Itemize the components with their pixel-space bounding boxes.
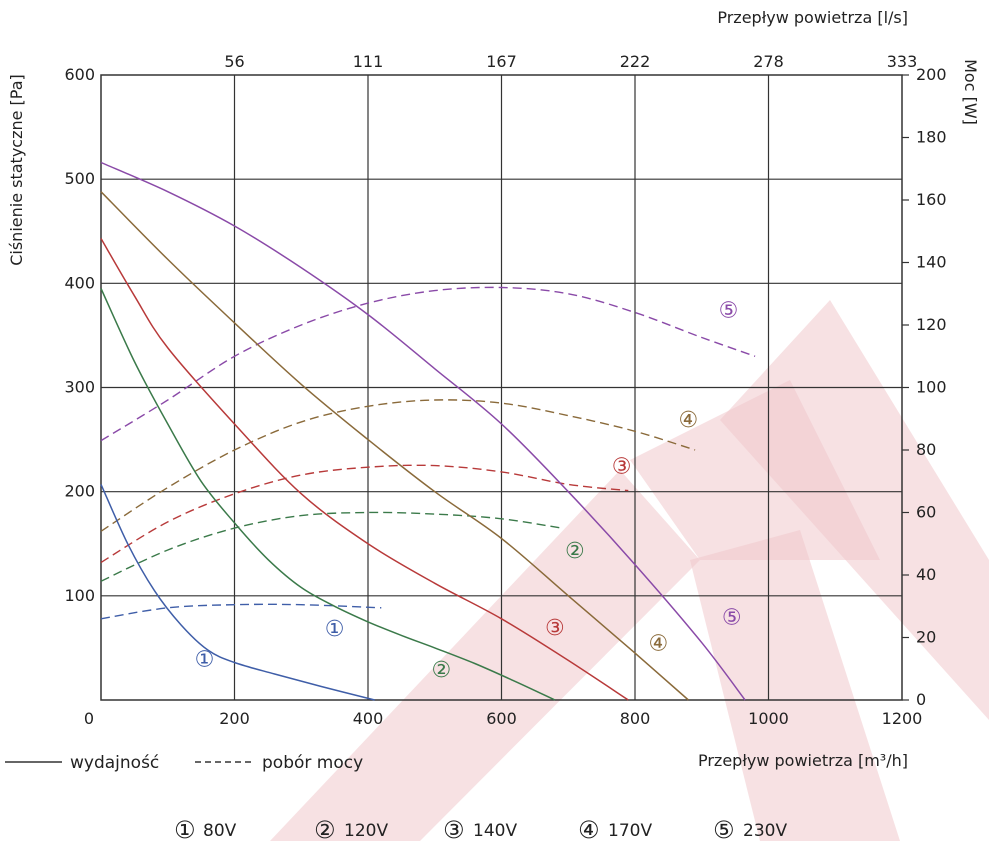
power-curve-1 bbox=[100, 603, 382, 620]
pressure-curve-1 bbox=[100, 484, 375, 701]
y2-tick-label-9: 180 bbox=[916, 128, 947, 147]
voltage-legend-symbol-5: ⑤ bbox=[713, 816, 735, 841]
y-tick-label-2: 300 bbox=[64, 378, 95, 397]
y2-tick-label-1: 20 bbox=[916, 628, 936, 647]
x2-tick-label-4: 278 bbox=[753, 52, 784, 71]
x2-tick-label-5: 333 bbox=[887, 52, 918, 71]
curve-labels: ① ② ③ ④ ⑤ ② ③ ④ ⑤ ① bbox=[195, 298, 742, 682]
grid-lines bbox=[100, 74, 903, 701]
x2-tick-label-2: 167 bbox=[486, 52, 517, 71]
voltage-legend-symbol-3: ③ bbox=[443, 816, 465, 841]
y2-tick-label-5: 100 bbox=[916, 378, 947, 397]
x-tick-label-2: 400 bbox=[353, 709, 384, 728]
pressure-curves bbox=[100, 161, 746, 701]
voltage-legend: ① 80V ② 120V ③ 140V ④ 170V ⑤ 230V bbox=[174, 816, 787, 844]
y2-tick-label-0: 0 bbox=[916, 690, 926, 709]
y2-tick-label-2: 40 bbox=[916, 565, 936, 584]
y2-axis-title: Moc [W] bbox=[961, 59, 980, 125]
voltage-legend-symbol-2: ② bbox=[314, 816, 336, 841]
y2-tick-label-10: 200 bbox=[916, 65, 947, 84]
x-tick-label-4: 800 bbox=[620, 709, 651, 728]
voltage-legend-text-2: 120V bbox=[344, 821, 388, 841]
x-tick-label-5: 1000 bbox=[748, 709, 789, 728]
voltage-legend-text-5: 230V bbox=[743, 821, 787, 841]
y2-tick-label-3: 60 bbox=[916, 503, 936, 522]
pressure-curve-label-1: ① bbox=[195, 647, 215, 672]
y-tick-label-4: 500 bbox=[64, 169, 95, 188]
voltage-legend-text-1: 80V bbox=[203, 821, 237, 841]
pressure-curve-2 bbox=[100, 288, 556, 701]
legend-dashed-text: pobór mocy bbox=[262, 753, 363, 773]
y2-tick-label-6: 120 bbox=[916, 315, 947, 334]
x2-tick-label-0: 56 bbox=[224, 52, 244, 71]
x-tick-label-6: 1200 bbox=[882, 709, 923, 728]
legend-solid-text: wydajność bbox=[70, 753, 159, 773]
pressure-curve-3 bbox=[100, 238, 629, 701]
power-curve-2 bbox=[100, 511, 562, 582]
pressure-curve-label-3: ③ bbox=[545, 616, 565, 641]
x2-tick-label-1: 111 bbox=[353, 52, 384, 71]
pressure-curve-5 bbox=[100, 161, 746, 701]
x-tick-label-0: 0 bbox=[84, 709, 94, 728]
power-curve-label-1: ① bbox=[325, 617, 345, 642]
x2-tick-label-3: 222 bbox=[620, 52, 651, 71]
y-tick-label-1: 200 bbox=[64, 482, 95, 501]
voltage-legend-symbol-4: ④ bbox=[578, 816, 600, 841]
x-axis-title: Przepływ powietrza [m³/h] bbox=[698, 751, 908, 770]
voltage-legend-symbol-1: ① bbox=[174, 816, 196, 841]
x-tick-label-3: 600 bbox=[486, 709, 517, 728]
y-axis-title: Ciśnienie statyczne [Pa] bbox=[7, 74, 26, 266]
voltage-legend-text-3: 140V bbox=[473, 821, 517, 841]
watermark-shape bbox=[270, 300, 989, 841]
y2-tick-label-8: 160 bbox=[916, 190, 947, 209]
y-tick-label-5: 600 bbox=[64, 65, 95, 84]
y2-tick-label-7: 140 bbox=[916, 253, 947, 272]
power-curve-4 bbox=[100, 399, 696, 532]
y-tick-label-0: 100 bbox=[64, 586, 95, 605]
watermark-stroke-4 bbox=[690, 530, 900, 841]
pressure-curve-label-4: ④ bbox=[648, 632, 668, 657]
voltage-legend-text-4: 170V bbox=[608, 821, 652, 841]
power-curve-label-5: ⑤ bbox=[719, 298, 739, 323]
power-curve-label-4: ④ bbox=[679, 408, 699, 433]
x-tick-label-1: 200 bbox=[219, 709, 250, 728]
power-curves bbox=[100, 286, 756, 620]
y-tick-label-3: 400 bbox=[64, 273, 95, 292]
pressure-curve-label-2: ② bbox=[432, 658, 452, 683]
pressure-curve-label-5: ⑤ bbox=[722, 606, 742, 631]
x2-axis-title: Przepływ powietrza [l/s] bbox=[717, 8, 908, 27]
line-style-legend: wydajność pobór mocy bbox=[5, 753, 363, 773]
power-curve-5 bbox=[100, 286, 756, 442]
power-curve-label-3: ③ bbox=[612, 455, 632, 480]
watermark-stroke-1 bbox=[270, 470, 700, 841]
power-curve-3 bbox=[100, 464, 629, 564]
power-curve-label-2: ② bbox=[565, 539, 585, 564]
watermark-stroke-3 bbox=[720, 300, 989, 720]
y2-tick-label-4: 80 bbox=[916, 440, 936, 459]
pressure-curve-4 bbox=[100, 191, 689, 701]
